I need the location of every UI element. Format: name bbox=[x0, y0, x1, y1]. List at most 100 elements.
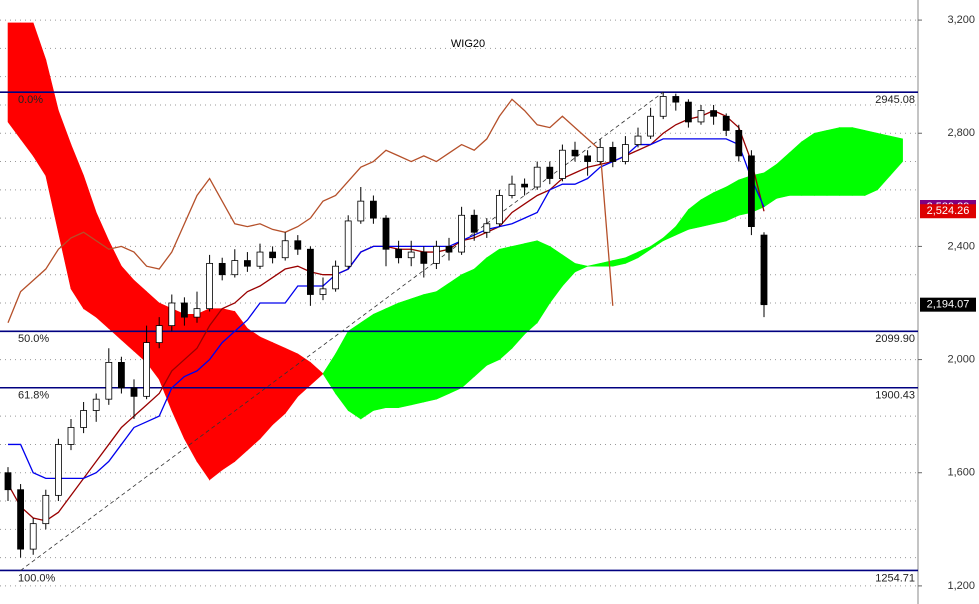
cloud-segment bbox=[851, 127, 866, 196]
candle-body bbox=[559, 149, 566, 179]
cloud-segment bbox=[45, 59, 59, 233]
fib-layer bbox=[0, 91, 918, 572]
candle-body bbox=[332, 265, 340, 290]
cloud-segment bbox=[536, 240, 551, 324]
fib-percent-label: 100.0% bbox=[18, 572, 56, 584]
cloud-segment bbox=[196, 308, 210, 481]
price-label-box bbox=[920, 297, 976, 312]
candle-body bbox=[344, 220, 352, 267]
candle-body bbox=[596, 146, 604, 162]
y-tick-label: 2,000 bbox=[947, 353, 975, 365]
candle-body bbox=[584, 155, 591, 162]
candle-body bbox=[407, 251, 415, 259]
candle-body bbox=[710, 110, 717, 117]
price-label: 2,524.26 bbox=[927, 205, 970, 217]
candle-body bbox=[281, 240, 289, 259]
candle-body bbox=[143, 342, 151, 397]
y-tick-label: 2,400 bbox=[947, 240, 975, 252]
cloud-segment bbox=[7, 22, 21, 140]
cloud-segment bbox=[121, 265, 135, 352]
candle-body bbox=[546, 166, 554, 179]
candle-body bbox=[168, 302, 176, 327]
candle-body bbox=[495, 195, 503, 225]
cloud-segment bbox=[297, 353, 311, 398]
cloud-segment bbox=[83, 175, 97, 318]
fib-price-label: 1254.71 bbox=[875, 572, 915, 584]
candle-body bbox=[382, 217, 390, 250]
cloud-segment bbox=[788, 141, 803, 196]
candle-body bbox=[256, 251, 264, 267]
candle-body bbox=[105, 361, 113, 400]
candle-body bbox=[294, 240, 302, 250]
cloud-segment bbox=[398, 298, 412, 409]
cloud-segment bbox=[108, 240, 122, 341]
cloud-segment bbox=[599, 260, 614, 267]
candle-body bbox=[118, 361, 125, 389]
cloud-segment bbox=[637, 245, 651, 259]
candle-body bbox=[369, 200, 377, 219]
cloud-segment bbox=[826, 127, 840, 196]
candle-body bbox=[647, 115, 654, 137]
candle-body bbox=[80, 410, 87, 428]
labels-layer: 1,200 1,600 2,000 2,400 2,800 3,200 0.0% 2945.0… bbox=[18, 14, 976, 592]
candle-body bbox=[634, 135, 642, 145]
candle-body bbox=[42, 494, 50, 525]
cloud-segment bbox=[839, 127, 853, 196]
candle-body bbox=[269, 251, 277, 259]
cloud-segment bbox=[284, 347, 299, 415]
cloud-segment bbox=[360, 313, 374, 420]
candle-body bbox=[218, 262, 226, 276]
candle-body bbox=[180, 302, 188, 318]
candle-body bbox=[306, 248, 314, 295]
cloud-segment bbox=[209, 308, 223, 481]
fib-trend-line bbox=[20, 91, 664, 571]
cloud-segment bbox=[776, 152, 790, 199]
candle-body bbox=[748, 155, 755, 228]
cloud-segment bbox=[675, 208, 689, 236]
candle-body bbox=[193, 308, 201, 318]
cloud-segment bbox=[700, 192, 714, 227]
cloud-segment bbox=[499, 246, 513, 361]
cloud-segment bbox=[625, 251, 639, 264]
fib-percent-label: 0.0% bbox=[18, 94, 43, 106]
candle-body bbox=[458, 214, 466, 253]
candle-body bbox=[533, 166, 541, 188]
fib-percent-label: 50.0% bbox=[18, 333, 49, 345]
cloud-segment bbox=[549, 245, 563, 304]
cloud-segment bbox=[725, 179, 740, 222]
cloud-segment bbox=[801, 132, 815, 196]
cloud-segment bbox=[423, 291, 437, 403]
candle-body bbox=[357, 200, 365, 222]
cloud-segment bbox=[587, 263, 601, 267]
price-label-box bbox=[920, 204, 976, 219]
cloud-segment bbox=[877, 132, 891, 191]
candle-body bbox=[760, 234, 768, 306]
candle-body bbox=[55, 444, 62, 496]
cloud-segment bbox=[234, 310, 248, 463]
cloud-segment bbox=[461, 268, 475, 389]
candle-body bbox=[130, 387, 138, 397]
candle-body bbox=[4, 472, 12, 491]
chart-title: WIG20 bbox=[451, 38, 485, 50]
candle-body bbox=[445, 246, 453, 253]
fib-price-label: 1900.43 bbox=[875, 390, 915, 402]
candle-body bbox=[697, 110, 705, 123]
candle-body bbox=[521, 183, 528, 188]
candle-body bbox=[67, 427, 75, 445]
cloud-segment bbox=[511, 243, 525, 350]
cloud-segment bbox=[650, 237, 664, 250]
cloud-segment bbox=[473, 257, 488, 378]
candle-body bbox=[735, 130, 743, 157]
cloud-segment bbox=[272, 342, 286, 426]
candle-body bbox=[609, 146, 617, 162]
cloud-segment bbox=[713, 186, 727, 225]
cloud-segment bbox=[448, 274, 462, 394]
candle-body bbox=[17, 489, 25, 550]
cloud-segment bbox=[688, 199, 702, 230]
cloud-segment bbox=[347, 322, 362, 420]
y-tick-label: 1,600 bbox=[947, 467, 975, 479]
cloud-segment bbox=[889, 135, 903, 177]
cloud-segment bbox=[20, 22, 34, 157]
